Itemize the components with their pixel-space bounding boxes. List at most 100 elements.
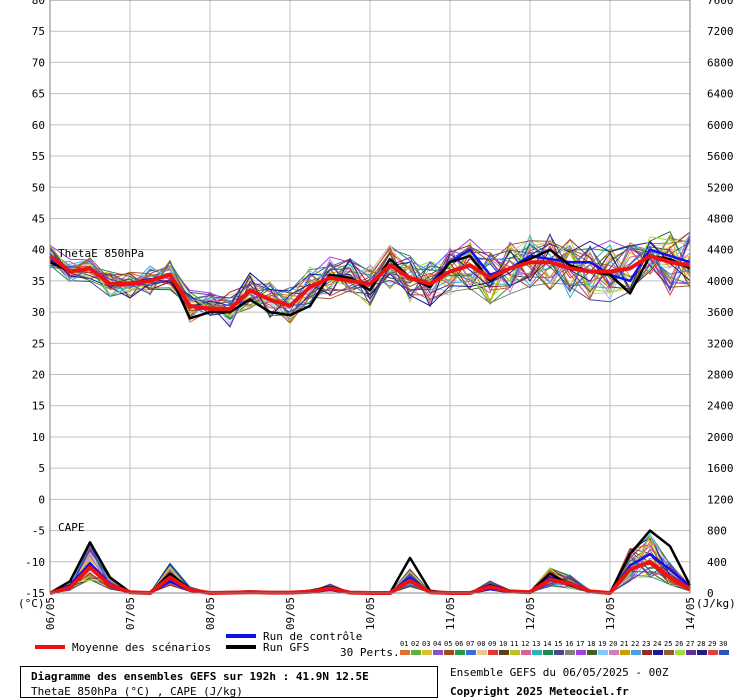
legend: Moyenne des scénarios Run de contrôle Ru… xyxy=(35,630,729,659)
thetae-mean-line xyxy=(48,253,691,311)
left-tick-label: 10 xyxy=(32,431,45,444)
info-title: Diagramme des ensembles GEFS sur 192h : … xyxy=(31,670,369,683)
pert-number: 01 xyxy=(400,640,408,648)
pert-number: 24 xyxy=(653,640,661,648)
pert-swatch xyxy=(510,650,520,655)
pert-number: 13 xyxy=(532,640,540,648)
x-axis-ticks: 06/05 07/05 08/05 09/05 10/05 11/05 12/05 13/05… xyxy=(44,597,697,630)
pert-swatch xyxy=(708,650,718,655)
x-tick-label: 13/05 xyxy=(604,597,617,630)
pert-number: 06 xyxy=(455,640,463,648)
x-tick-label: 14/05 xyxy=(684,597,697,630)
left-tick-label: 65 xyxy=(32,88,45,101)
pert-number: 19 xyxy=(598,640,606,648)
pert-number: 08 xyxy=(477,640,485,648)
pert-swatch xyxy=(400,650,410,655)
pert-swatch xyxy=(466,650,476,655)
x-tick-label: 06/05 xyxy=(44,597,57,630)
pert-swatch xyxy=(488,650,498,655)
right-tick-label: 6400 xyxy=(707,88,734,101)
pert-number: 26 xyxy=(675,640,683,648)
right-tick-label: 5200 xyxy=(707,181,734,194)
pert-swatch xyxy=(477,650,487,655)
right-tick-label: 800 xyxy=(707,525,727,538)
right-tick-label: 2000 xyxy=(707,431,734,444)
pert-number: 28 xyxy=(697,640,705,648)
left-tick-label: 75 xyxy=(32,25,45,38)
right-tick-label: 2800 xyxy=(707,369,734,382)
pert-swatch xyxy=(444,650,454,655)
left-tick-label: 0 xyxy=(38,493,45,506)
pert-swatch xyxy=(455,650,465,655)
pert-swatch xyxy=(719,650,729,655)
pert-swatch xyxy=(532,650,542,655)
left-tick-label: 50 xyxy=(32,181,45,194)
right-tick-label: 4400 xyxy=(707,244,734,257)
left-tick-label: 40 xyxy=(32,244,45,257)
pert-swatch xyxy=(411,650,421,655)
copyright: Copyright 2025 Meteociel.fr xyxy=(450,685,629,698)
pert-swatch xyxy=(433,650,443,655)
left-tick-label: -15 xyxy=(25,587,45,600)
pert-number: 21 xyxy=(620,640,628,648)
pert-number: 04 xyxy=(433,640,441,648)
pert-number: 09 xyxy=(488,640,496,648)
pert-swatch xyxy=(565,650,575,655)
cape-panel-label: CAPE xyxy=(58,521,85,534)
pert-number: 30 xyxy=(719,640,727,648)
pert-number: 27 xyxy=(686,640,694,648)
pert-number: 18 xyxy=(587,640,595,648)
pert-number: 15 xyxy=(554,640,562,648)
thetae-member-line xyxy=(49,240,691,324)
pert-number: 14 xyxy=(543,640,551,648)
pert-swatch xyxy=(598,650,608,655)
thetae-member-line xyxy=(49,239,691,304)
left-tick-label: 55 xyxy=(32,150,45,163)
right-tick-label: 6000 xyxy=(707,119,734,132)
left-unit-label: (°C) xyxy=(18,597,45,610)
pert-swatch xyxy=(642,650,652,655)
x-tick-label: 11/05 xyxy=(444,597,457,630)
left-tick-label: 45 xyxy=(32,212,45,225)
pert-swatch xyxy=(653,650,663,655)
thetae-panel-label: ThetaE 850hPa xyxy=(58,247,144,260)
right-tick-label: 2400 xyxy=(707,400,734,413)
pert-number: 16 xyxy=(565,640,573,648)
pert-swatch xyxy=(675,650,685,655)
pert-number: 03 xyxy=(422,640,430,648)
right-tick-label: 7600 xyxy=(707,0,734,7)
pert-number: 23 xyxy=(642,640,650,648)
pert-swatch xyxy=(686,650,696,655)
pert-number: 20 xyxy=(609,640,617,648)
x-tick-label: 08/05 xyxy=(204,597,217,630)
info-box: Diagramme des ensembles GEFS sur 192h : … xyxy=(20,666,438,698)
x-tick-label: 12/05 xyxy=(524,597,537,630)
pert-swatch xyxy=(587,650,597,655)
pert-swatch xyxy=(664,650,674,655)
pert-swatch xyxy=(554,650,564,655)
right-tick-label: 400 xyxy=(707,556,727,569)
right-tick-label: 0 xyxy=(707,587,714,600)
pert-swatch xyxy=(631,650,641,655)
run-info: Ensemble GEFS du 06/05/2025 - 00Z xyxy=(450,666,669,679)
left-tick-label: 60 xyxy=(32,119,45,132)
pert-number: 12 xyxy=(521,640,529,648)
legend-mean-label: Moyenne des scénarios xyxy=(72,641,211,654)
right-tick-label: 5600 xyxy=(707,150,734,163)
pert-number: 11 xyxy=(510,640,518,648)
plot-frame xyxy=(49,0,691,594)
left-tick-label: -5 xyxy=(32,525,45,538)
right-tick-label: 6800 xyxy=(707,56,734,69)
x-tick-label: 10/05 xyxy=(364,597,377,630)
pert-swatch xyxy=(609,650,619,655)
info-subtitle: ThetaE 850hPa (°C) , CAPE (J/kg) xyxy=(31,685,243,698)
pert-swatch xyxy=(620,650,630,655)
pert-swatch xyxy=(543,650,553,655)
right-tick-label: 7200 xyxy=(707,25,734,38)
x-tick-label: 09/05 xyxy=(284,597,297,630)
right-unit-label: (J/kg) xyxy=(696,597,736,610)
right-tick-label: 3200 xyxy=(707,337,734,350)
left-tick-label: 30 xyxy=(32,306,45,319)
